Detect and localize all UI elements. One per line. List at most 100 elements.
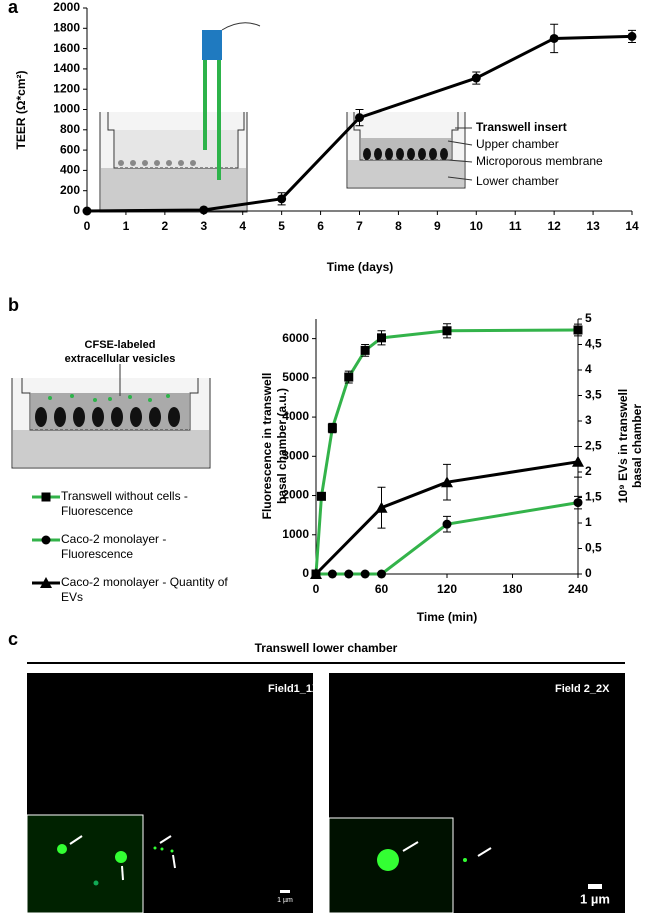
- arrows: [69, 835, 602, 893]
- y2-tick-label: 2,5: [585, 439, 602, 453]
- series-line: [314, 460, 579, 576]
- y-tick-label: 200: [60, 183, 80, 197]
- x-tick-label: 0: [313, 582, 320, 596]
- vesicles: [57, 844, 467, 886]
- diagram-label: CFSE-labeled: [85, 339, 156, 351]
- y-tick-label: 1600: [53, 41, 80, 55]
- image-label: Field 2_2X: [555, 683, 610, 695]
- y-tick-label: 800: [60, 122, 80, 136]
- marker: [375, 501, 388, 513]
- x-tick-label: 6: [317, 219, 324, 233]
- x-axis-label: Time (min): [417, 610, 477, 624]
- scale-label: 1 µm: [580, 891, 610, 906]
- legend-marker: [41, 535, 51, 545]
- series-line: [316, 501, 579, 576]
- y-axis-label: basal chamber (a.u.): [275, 388, 289, 504]
- y-tick-label: 4000: [282, 409, 309, 423]
- marker: [360, 569, 370, 579]
- marker: [627, 31, 637, 41]
- y-tick-label: 0: [302, 566, 309, 580]
- x-tick-label: 9: [434, 219, 441, 233]
- annotation: Transwell insert: [476, 120, 567, 134]
- x-tick-label: 2: [162, 219, 169, 233]
- y2-tick-label: 2: [585, 464, 592, 478]
- x-axis-label: Time (days): [327, 260, 393, 274]
- x-tick-label: 11: [509, 219, 522, 233]
- marker: [441, 476, 453, 488]
- x-tick-label: 60: [375, 582, 389, 596]
- y-tick-label: 1800: [53, 20, 80, 34]
- image-label: Field1_1X: [268, 683, 320, 695]
- marker: [82, 206, 92, 216]
- x-tick-label: 10: [470, 219, 484, 233]
- y-tick-label: 5000: [282, 370, 309, 384]
- legend-marker: [40, 577, 52, 588]
- annotation: Microporous membrane: [476, 154, 603, 168]
- transwell-diagram: [346, 112, 473, 189]
- y2-tick-label: 0: [585, 566, 592, 580]
- legend-label: Transwell without cells - Fluorescence: [61, 489, 188, 518]
- y2-tick-label: 4,5: [585, 337, 602, 351]
- x-tick-label: 12: [547, 219, 561, 233]
- y-tick-label: 1200: [53, 81, 80, 95]
- inset: [26, 814, 144, 914]
- y-tick-label: 2000: [282, 488, 309, 502]
- x-tick-label: 7: [356, 219, 363, 233]
- x-tick-label: 240: [568, 582, 588, 596]
- y-tick-label: 400: [60, 163, 80, 177]
- marker: [344, 569, 354, 579]
- x-tick-label: 1: [123, 219, 130, 233]
- marker: [277, 194, 287, 204]
- marker: [471, 73, 481, 83]
- x-tick-label: 0: [84, 219, 91, 233]
- scale-label: 1 µm: [277, 897, 293, 904]
- y-tick-label: 1000: [53, 102, 80, 116]
- y2-axis-label: basal chamber: [630, 404, 644, 488]
- x-tick-label: 14: [625, 219, 639, 233]
- x-tick-label: 8: [395, 219, 402, 233]
- y-tick-label: 600: [60, 142, 80, 156]
- y2-tick-label: 4: [585, 362, 592, 376]
- y-tick-label: 0: [73, 203, 80, 217]
- marker: [572, 455, 584, 467]
- diagram-label: extracellular vesicles: [65, 353, 176, 365]
- panel-label: c: [8, 629, 18, 649]
- y2-tick-label: 0,5: [585, 541, 602, 555]
- marker: [355, 113, 364, 123]
- panel-label: b: [8, 295, 19, 315]
- y-axis-label: Fluorescence in transwell: [260, 373, 274, 520]
- marker: [573, 325, 583, 335]
- y2-tick-label: 3: [585, 413, 592, 427]
- y2-tick-label: 5: [585, 311, 592, 325]
- transwell-diagram: [99, 22, 261, 213]
- y2-tick-label: 3,5: [585, 388, 602, 402]
- x-tick-label: 120: [437, 582, 457, 596]
- transwell-diagram: [11, 364, 211, 469]
- marker: [327, 423, 337, 433]
- x-tick-label: 13: [586, 219, 600, 233]
- legend-label: Caco-2 monolayer - Quantity of EVs: [61, 575, 228, 604]
- marker: [199, 205, 209, 215]
- marker: [442, 326, 452, 336]
- x-tick-label: 4: [239, 219, 246, 233]
- cells: [118, 160, 196, 166]
- annotation: Upper chamber: [476, 137, 559, 151]
- y2-axis-label: 10⁹ EVs in transwell: [616, 389, 630, 503]
- x-tick-label: 180: [502, 582, 522, 596]
- y-axis-label: TEER (Ω*cm²): [14, 71, 28, 150]
- y-tick-label: 6000: [282, 331, 309, 345]
- marker: [549, 33, 559, 43]
- panel-label: a: [8, 0, 19, 17]
- panel-title: Transwell lower chamber: [255, 641, 398, 655]
- marker: [316, 491, 326, 501]
- y-tick-label: 1000: [282, 527, 309, 541]
- marker: [377, 333, 386, 343]
- series-line: [314, 328, 579, 575]
- y2-tick-label: 1,5: [585, 490, 602, 504]
- marker: [573, 498, 583, 508]
- marker: [327, 569, 337, 579]
- x-tick-label: 5: [278, 219, 285, 233]
- marker: [377, 569, 386, 579]
